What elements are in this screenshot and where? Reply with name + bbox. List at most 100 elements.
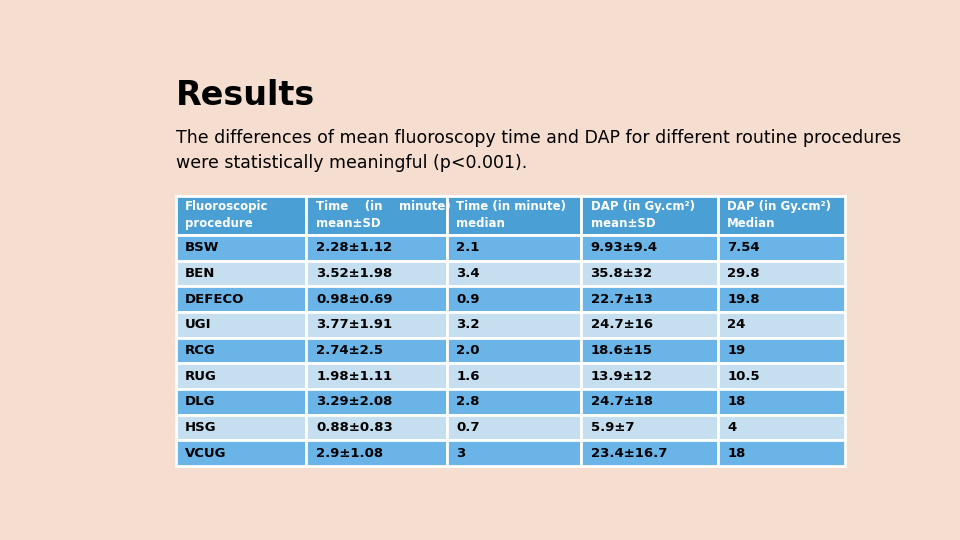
Text: DAP (in Gy.cm²)
Median: DAP (in Gy.cm²) Median xyxy=(727,200,831,231)
FancyBboxPatch shape xyxy=(447,363,581,389)
FancyBboxPatch shape xyxy=(581,312,718,338)
FancyBboxPatch shape xyxy=(581,196,718,235)
Text: 1.98±1.11: 1.98±1.11 xyxy=(316,370,393,383)
Text: 0.9: 0.9 xyxy=(456,293,480,306)
FancyBboxPatch shape xyxy=(718,441,846,466)
Text: 2.28±1.12: 2.28±1.12 xyxy=(316,241,393,254)
FancyBboxPatch shape xyxy=(447,415,581,441)
FancyBboxPatch shape xyxy=(581,261,718,286)
FancyBboxPatch shape xyxy=(718,389,846,415)
FancyBboxPatch shape xyxy=(447,338,581,363)
Text: RUG: RUG xyxy=(185,370,217,383)
Text: 23.4±16.7: 23.4±16.7 xyxy=(590,447,667,460)
FancyBboxPatch shape xyxy=(581,389,718,415)
FancyBboxPatch shape xyxy=(718,196,846,235)
FancyBboxPatch shape xyxy=(581,415,718,441)
Text: 2.0: 2.0 xyxy=(456,344,480,357)
FancyBboxPatch shape xyxy=(176,415,306,441)
Text: BSW: BSW xyxy=(185,241,219,254)
FancyBboxPatch shape xyxy=(718,312,846,338)
FancyBboxPatch shape xyxy=(447,286,581,312)
FancyBboxPatch shape xyxy=(176,363,306,389)
Text: 18: 18 xyxy=(727,447,746,460)
Text: DEFECO: DEFECO xyxy=(185,293,244,306)
FancyBboxPatch shape xyxy=(718,338,846,363)
FancyBboxPatch shape xyxy=(447,261,581,286)
FancyBboxPatch shape xyxy=(447,389,581,415)
Text: 5.9±7: 5.9±7 xyxy=(590,421,634,434)
FancyBboxPatch shape xyxy=(176,441,306,466)
FancyBboxPatch shape xyxy=(176,261,306,286)
FancyBboxPatch shape xyxy=(306,196,447,235)
FancyBboxPatch shape xyxy=(447,196,581,235)
FancyBboxPatch shape xyxy=(306,363,447,389)
FancyBboxPatch shape xyxy=(718,235,846,261)
Text: BEN: BEN xyxy=(185,267,215,280)
Text: VCUG: VCUG xyxy=(185,447,227,460)
FancyBboxPatch shape xyxy=(718,363,846,389)
Text: 3.4: 3.4 xyxy=(456,267,480,280)
Text: 1.6: 1.6 xyxy=(456,370,480,383)
FancyBboxPatch shape xyxy=(718,286,846,312)
Text: HSG: HSG xyxy=(185,421,217,434)
FancyBboxPatch shape xyxy=(176,389,306,415)
FancyBboxPatch shape xyxy=(176,338,306,363)
Text: Time (in minute)
median: Time (in minute) median xyxy=(456,200,566,231)
FancyBboxPatch shape xyxy=(718,415,846,441)
FancyBboxPatch shape xyxy=(176,196,306,235)
Text: 0.7: 0.7 xyxy=(456,421,480,434)
FancyBboxPatch shape xyxy=(176,286,306,312)
Text: DAP (in Gy.cm²)
mean±SD: DAP (in Gy.cm²) mean±SD xyxy=(590,200,694,231)
FancyBboxPatch shape xyxy=(447,312,581,338)
Text: Fluoroscopic
procedure: Fluoroscopic procedure xyxy=(185,200,269,231)
FancyBboxPatch shape xyxy=(447,441,581,466)
Text: 35.8±32: 35.8±32 xyxy=(590,267,653,280)
Text: 7.54: 7.54 xyxy=(727,241,759,254)
FancyBboxPatch shape xyxy=(306,235,447,261)
FancyBboxPatch shape xyxy=(581,338,718,363)
Text: 2.9±1.08: 2.9±1.08 xyxy=(316,447,383,460)
FancyBboxPatch shape xyxy=(581,235,718,261)
FancyBboxPatch shape xyxy=(581,363,718,389)
Text: 2.8: 2.8 xyxy=(456,395,480,408)
Text: 3: 3 xyxy=(456,447,466,460)
FancyBboxPatch shape xyxy=(306,389,447,415)
Text: 2.1: 2.1 xyxy=(456,241,480,254)
Text: UGI: UGI xyxy=(185,319,211,332)
Text: 19.8: 19.8 xyxy=(727,293,759,306)
Text: 0.88±0.83: 0.88±0.83 xyxy=(316,421,393,434)
Text: 0.98±0.69: 0.98±0.69 xyxy=(316,293,393,306)
FancyBboxPatch shape xyxy=(306,338,447,363)
FancyBboxPatch shape xyxy=(306,415,447,441)
Text: 19: 19 xyxy=(727,344,745,357)
FancyBboxPatch shape xyxy=(581,286,718,312)
FancyBboxPatch shape xyxy=(447,235,581,261)
FancyBboxPatch shape xyxy=(176,235,306,261)
FancyBboxPatch shape xyxy=(306,312,447,338)
Text: 24.7±16: 24.7±16 xyxy=(590,319,653,332)
FancyBboxPatch shape xyxy=(581,441,718,466)
Text: 4: 4 xyxy=(727,421,736,434)
Text: 9.93±9.4: 9.93±9.4 xyxy=(590,241,658,254)
Text: 18: 18 xyxy=(727,395,746,408)
Text: 29.8: 29.8 xyxy=(727,267,759,280)
Text: DLG: DLG xyxy=(185,395,215,408)
Text: Results: Results xyxy=(176,79,315,112)
Text: 24.7±18: 24.7±18 xyxy=(590,395,653,408)
FancyBboxPatch shape xyxy=(306,286,447,312)
FancyBboxPatch shape xyxy=(718,261,846,286)
Text: 18.6±15: 18.6±15 xyxy=(590,344,653,357)
FancyBboxPatch shape xyxy=(176,312,306,338)
Text: 3.2: 3.2 xyxy=(456,319,480,332)
Text: Time    (in    minute)
mean±SD: Time (in minute) mean±SD xyxy=(316,200,451,231)
Text: 13.9±12: 13.9±12 xyxy=(590,370,653,383)
Text: 3.29±2.08: 3.29±2.08 xyxy=(316,395,393,408)
Text: 3.52±1.98: 3.52±1.98 xyxy=(316,267,393,280)
Text: 3.77±1.91: 3.77±1.91 xyxy=(316,319,393,332)
Text: RCG: RCG xyxy=(185,344,216,357)
Text: 10.5: 10.5 xyxy=(727,370,759,383)
Text: 2.74±2.5: 2.74±2.5 xyxy=(316,344,383,357)
Text: 24: 24 xyxy=(727,319,746,332)
Text: The differences of mean fluoroscopy time and DAP for different routine procedure: The differences of mean fluoroscopy time… xyxy=(176,129,900,172)
FancyBboxPatch shape xyxy=(306,261,447,286)
